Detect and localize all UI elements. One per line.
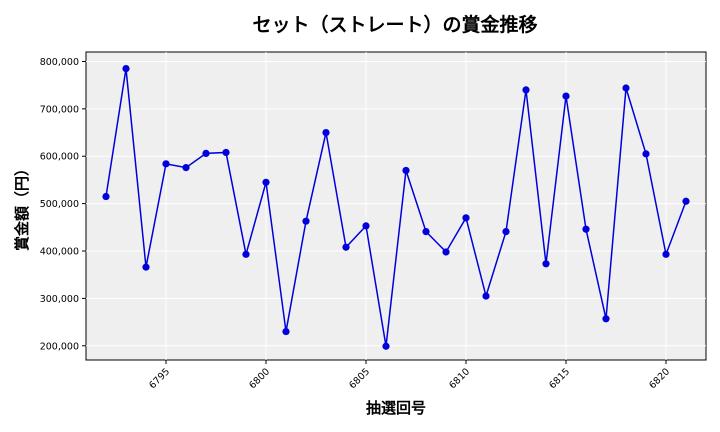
x-tick-label: 6820	[647, 366, 672, 391]
data-point	[662, 250, 670, 258]
grid-lines	[86, 52, 706, 360]
data-point	[122, 64, 130, 73]
data-point	[242, 250, 250, 258]
x-tick-label: 6810	[447, 366, 472, 391]
data-point	[222, 148, 230, 157]
data-point	[142, 263, 150, 271]
data-point	[462, 214, 470, 222]
x-tick-label: 6800	[247, 366, 272, 391]
data-point	[522, 86, 530, 94]
data-point	[482, 292, 490, 300]
data-point	[202, 149, 210, 158]
y-tick-label: 600,000	[40, 152, 79, 163]
data-point	[322, 128, 330, 137]
y-tick-label: 800,000	[40, 57, 79, 68]
data-point	[182, 164, 190, 172]
y-tick-label: 500,000	[40, 199, 79, 210]
data-point	[582, 225, 590, 233]
y-tick-label: 400,000	[40, 247, 79, 258]
chart-title: セット（ストレート）の賞金推移	[252, 13, 537, 36]
data-point	[342, 243, 350, 251]
plot-area	[85, 51, 707, 361]
data-point	[682, 197, 690, 205]
y-axis-label: 賞金額（円）	[13, 161, 31, 251]
x-axis-label: 抽選回号	[366, 399, 426, 417]
y-axis-ticks: 200,000 300,000 400,000 500,000 600,000 700,0…	[40, 57, 86, 352]
data-point	[162, 160, 170, 168]
series-line	[105, 68, 687, 347]
x-tick-label: 6795	[147, 366, 172, 391]
x-tick-label: 6815	[547, 366, 572, 391]
data-point	[102, 192, 110, 201]
y-tick-label: 300,000	[40, 294, 79, 305]
data-point	[642, 150, 650, 158]
x-tick-label: 6805	[347, 366, 372, 391]
data-point	[402, 166, 410, 175]
data-point	[602, 315, 610, 323]
data-point	[562, 92, 570, 100]
data-point	[262, 178, 270, 186]
data-point	[542, 260, 550, 268]
series-layer	[102, 64, 690, 350]
data-point	[362, 222, 370, 230]
data-point	[442, 248, 450, 256]
y-tick-label: 700,000	[40, 104, 79, 115]
data-point	[382, 342, 390, 350]
data-point	[622, 84, 630, 92]
data-point	[502, 227, 510, 236]
data-point	[422, 227, 430, 236]
data-point	[302, 217, 310, 225]
y-tick-label: 200,000	[40, 341, 79, 352]
x-axis-ticks: 6795 6800 6805 6810 6815 6820	[147, 360, 672, 391]
data-point	[282, 327, 290, 336]
